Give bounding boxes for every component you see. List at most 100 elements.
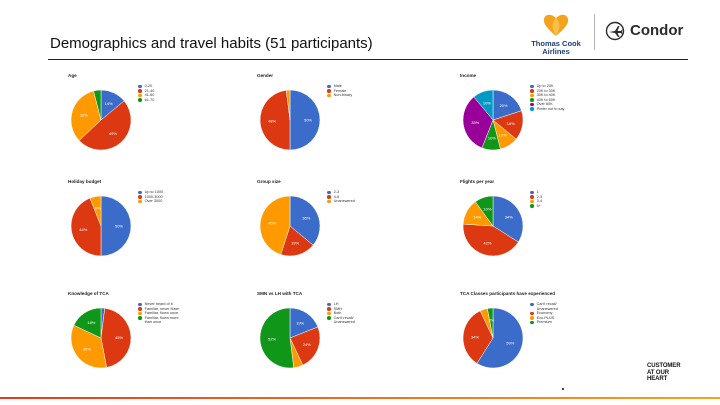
- legend-label: Can't recall/ Unanswered: [333, 315, 355, 325]
- legend-item: SMH: [327, 307, 375, 312]
- pie-slice: [93, 89, 102, 121]
- legend-swatch: [138, 93, 142, 98]
- slice-label: 14%: [105, 101, 113, 106]
- pie-chart: 45% 35% 18%: [70, 307, 132, 369]
- legend-item: Over 60K: [530, 102, 578, 107]
- pie-slice: [289, 89, 321, 151]
- slice-label: 52%: [268, 337, 276, 342]
- pie-slice: [70, 324, 107, 369]
- pie-chart: 34% 42% 14%10%: [462, 195, 524, 257]
- legend-swatch: [530, 311, 534, 316]
- condor-wordmark: Condor: [630, 22, 684, 39]
- legend-item: Both: [327, 311, 375, 316]
- legend-swatch: [327, 316, 331, 320]
- pie-slice: [70, 90, 102, 141]
- legend-label: 5+: [536, 203, 541, 208]
- legend-swatch: [138, 89, 142, 93]
- legend-label: Prefer not to say: [536, 106, 565, 111]
- legend-swatch: [530, 195, 534, 199]
- legend-label: Never heard of it: [144, 302, 173, 306]
- slice-label: 45%: [115, 335, 123, 340]
- chart-legend: Up to 1000 1000-3000 Over 3000: [138, 190, 186, 204]
- legend-swatch: [138, 199, 142, 204]
- legend-item: Premium: [530, 320, 578, 325]
- footer-dot: [562, 388, 564, 390]
- slice-label: 20%: [500, 103, 508, 108]
- legend-label: Familiar, flown more than once: [144, 315, 179, 325]
- legend-item: 40K to 60K: [530, 98, 578, 103]
- legend-label: Female: [333, 88, 347, 93]
- legend-label: Eco-PLUS: [536, 315, 555, 320]
- slice-label: 45%: [268, 221, 276, 226]
- slice-label: 44%: [79, 227, 87, 232]
- legend-swatch: [530, 93, 534, 98]
- legend-label: 21-40: [144, 88, 155, 93]
- pie-slice: [462, 310, 494, 364]
- legend-item: Up to 20K: [530, 84, 578, 89]
- slice-label: 50%: [304, 117, 312, 122]
- slice-label: 10%: [483, 100, 491, 105]
- legend-item: Up to 1000: [138, 190, 186, 195]
- legend-item: 1000-3000: [138, 195, 186, 200]
- legend-swatch: [530, 320, 534, 325]
- pie-slice: [473, 89, 494, 121]
- slice-label: 10%: [488, 135, 496, 140]
- legend-label: 4-6: [333, 194, 340, 199]
- slice-label: 14%: [473, 215, 481, 220]
- pie-slice: [476, 307, 524, 369]
- legend-label: 30K to 40K: [536, 93, 556, 98]
- pie-slice: [73, 307, 102, 339]
- pie-slice: [89, 195, 102, 227]
- chart-title: Knowledge of TCA: [68, 291, 109, 296]
- legend-item: Over 3000: [138, 199, 186, 204]
- chart-legend: Never heard of it Familiar, never flown Fa…: [138, 302, 186, 325]
- badge-line-3: HEART: [647, 376, 668, 382]
- slice-label: 59%: [506, 340, 514, 345]
- legend-swatch: [138, 311, 142, 316]
- legend-item: Can't recall/ Unanswered: [530, 302, 578, 311]
- legend-label: SMH: [333, 306, 343, 311]
- slice-label: 19%: [296, 321, 304, 326]
- legend-label: Unanswered: [333, 199, 355, 204]
- pie-slice: [492, 89, 522, 121]
- legend-label: Non-binary: [333, 93, 353, 98]
- legend-label: Economy: [536, 311, 553, 316]
- thomas-cook-wordmark: Thomas Cook: [531, 39, 581, 48]
- legend-swatch: [327, 84, 331, 89]
- legend-item: Unanswered: [327, 199, 375, 204]
- legend-item: 1: [530, 190, 578, 195]
- thomas-cook-heart-icon: [543, 14, 569, 36]
- customer-at-our-heart-badge: CUSTOMER AT OUR HEART: [647, 363, 681, 383]
- legend-label: 41-60: [144, 93, 155, 98]
- slice-label: 24%: [303, 342, 311, 347]
- legend-swatch: [530, 102, 534, 107]
- slice-label: 10%: [499, 133, 507, 138]
- pie-slice: [462, 96, 494, 149]
- chart-legend: 1 2-3 3-4 5+: [530, 190, 578, 208]
- legend-item: 41-60: [138, 93, 186, 98]
- pie-chart: 20%16%10%10%33%10%: [462, 89, 524, 151]
- legend-label: Premium: [536, 320, 552, 325]
- legend-swatch: [138, 190, 142, 195]
- legend-swatch: [530, 316, 534, 320]
- header-divider: [48, 59, 688, 60]
- legend-item: Male: [327, 84, 375, 89]
- slide-title: Demographics and travel habits (51 parti…: [50, 35, 373, 52]
- legend-label: 2-3: [536, 194, 543, 199]
- legend-swatch: [327, 89, 331, 93]
- thomas-cook-logo: Thomas Cook Airlines: [528, 13, 584, 56]
- legend-item: Familiar, flown more than once: [138, 316, 186, 325]
- legend-swatch: [138, 307, 142, 311]
- legend-item: Familiar, flown once: [138, 311, 186, 316]
- chart-panel: Holiday budget 50% 44% 6% Up to 1000 1000-300…: [68, 179, 278, 279]
- pie-chart: 50% 48%: [259, 89, 321, 151]
- chart-panel: SMN vs LH with TCA 19% 24% 52% LH SMH Both Can'…: [257, 291, 467, 391]
- pie-slice: [289, 326, 321, 366]
- pie-slice: [462, 223, 519, 257]
- legend-item: 5+: [530, 204, 578, 209]
- slice-label: 33%: [471, 120, 479, 125]
- legend-label: 20K to 30K: [536, 88, 556, 93]
- pie-slice: [100, 195, 132, 257]
- legend-swatch: [327, 307, 331, 311]
- pie-chart: 14% 49% 33%: [70, 89, 132, 151]
